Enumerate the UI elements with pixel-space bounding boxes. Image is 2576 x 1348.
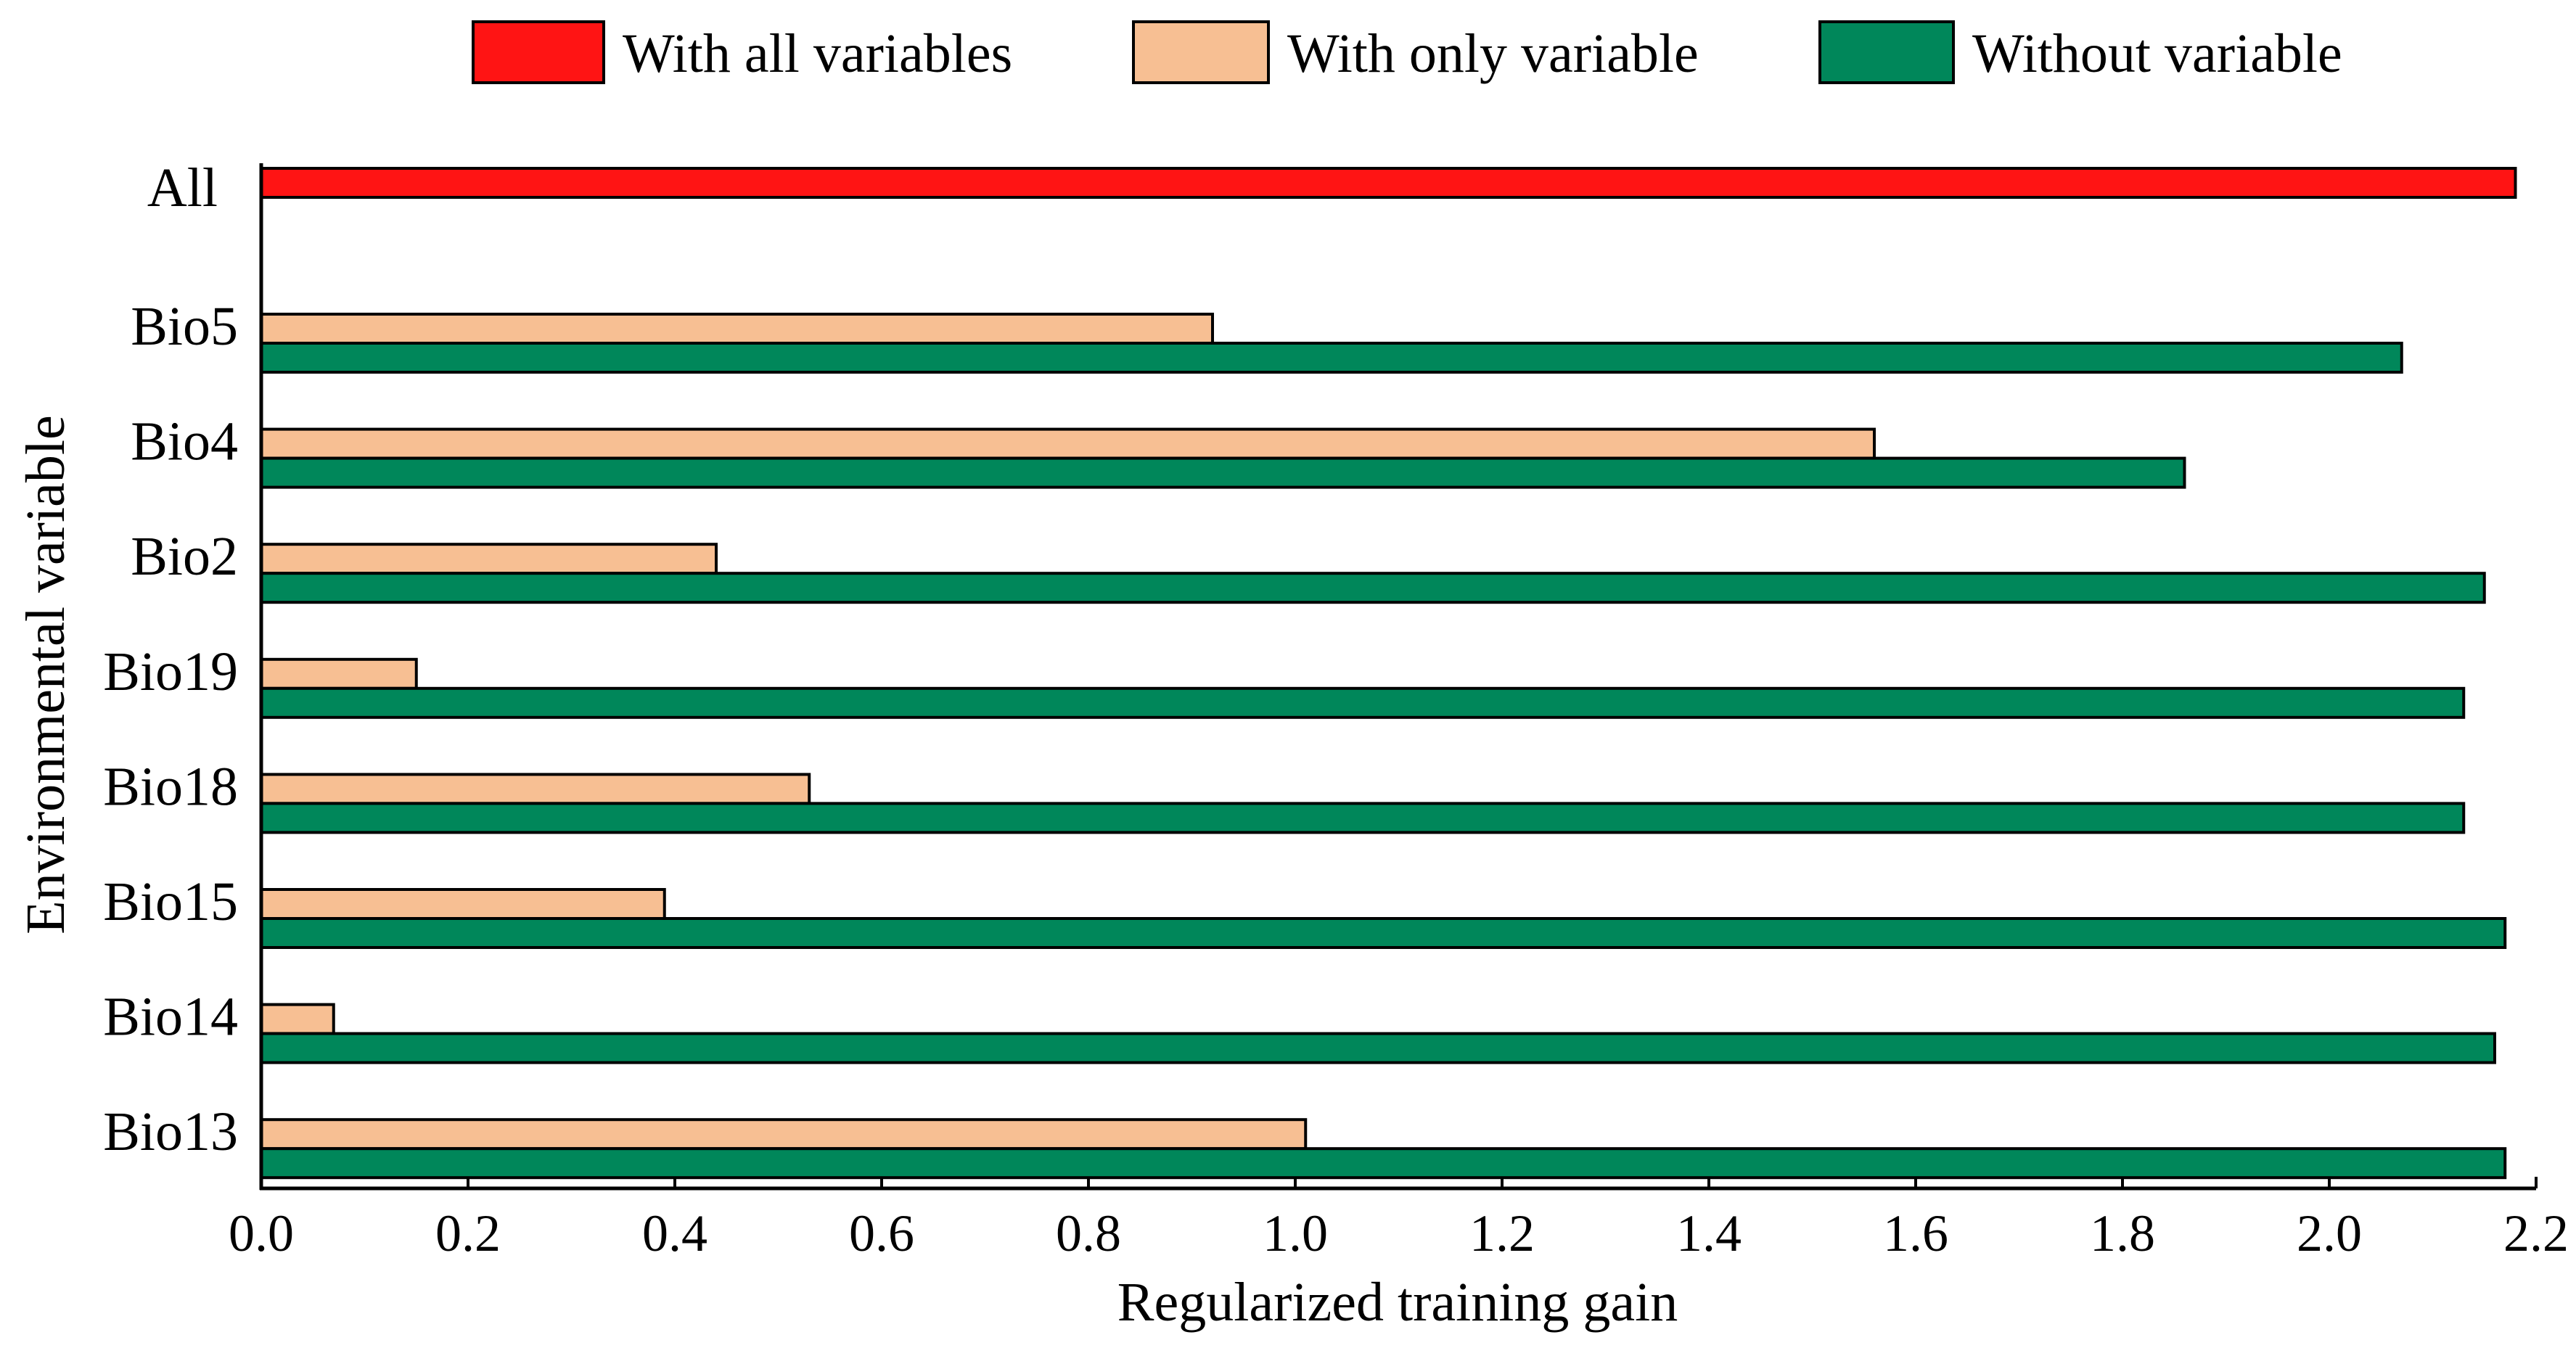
x-tick-label-1-0: 1.0 bbox=[1263, 1204, 1328, 1262]
x-tick-label-0-8: 0.8 bbox=[1056, 1204, 1121, 1262]
category-label-bio13: Bio13 bbox=[103, 1101, 238, 1162]
category-labels: All Bio5 Bio4 Bio2 Bio19 Bio18 Bio15 Bio14 Bio13 bbox=[103, 157, 238, 1162]
x-tick-label-2-2: 2.2 bbox=[2503, 1204, 2569, 1262]
legend-label-with-all-variables: With all variables bbox=[623, 23, 1012, 84]
bar-bio2-without-variable bbox=[260, 572, 2486, 604]
x-tick-label-1-2: 1.2 bbox=[1469, 1204, 1535, 1262]
y-axis-title: Environmental variable bbox=[15, 415, 76, 934]
bar-bio13-without-variable bbox=[260, 1147, 2507, 1180]
legend-swatch-with-all-variables bbox=[472, 20, 605, 84]
bar-bio5-without-variable bbox=[260, 342, 2403, 374]
bar-bio14-with-only-variable bbox=[260, 1003, 335, 1035]
x-tick-label-1-6: 1.6 bbox=[1883, 1204, 1948, 1262]
bar-bio4-without-variable bbox=[260, 456, 2186, 489]
x-tick-label-0-4: 0.4 bbox=[642, 1204, 707, 1262]
bar-bio2-with-only-variable bbox=[260, 543, 718, 575]
category-label-bio18: Bio18 bbox=[103, 756, 238, 817]
bar-bio18-with-only-variable bbox=[260, 773, 811, 805]
legend-label-with-only-variable: With only variable bbox=[1287, 23, 1699, 84]
legend: With all variables With only variable Wi… bbox=[472, 20, 2342, 84]
x-tick-label-0-2: 0.2 bbox=[435, 1204, 501, 1262]
bar-bio15-with-only-variable bbox=[260, 888, 666, 920]
bar-bio14-without-variable bbox=[260, 1032, 2496, 1064]
bar-bio4-with-only-variable bbox=[260, 427, 1876, 460]
legend-swatch-with-only-variable bbox=[1132, 20, 1270, 84]
bar-bio19-without-variable bbox=[260, 686, 2466, 719]
axes bbox=[259, 163, 2536, 1191]
bar-bio19-with-only-variable bbox=[260, 657, 418, 690]
bars bbox=[260, 167, 2517, 1180]
x-axis-title: Regularized training gain bbox=[1117, 1272, 1678, 1333]
category-label-bio5: Bio5 bbox=[131, 296, 238, 357]
legend-label-without-variable: Without variable bbox=[1972, 23, 2342, 84]
bar-bio15-without-variable bbox=[260, 917, 2507, 949]
bar-bio5-with-only-variable bbox=[260, 313, 1214, 345]
category-label-bio19: Bio19 bbox=[103, 641, 238, 702]
x-tick-label-1-8: 1.8 bbox=[2090, 1204, 2155, 1262]
x-tick-label-0-0: 0.0 bbox=[229, 1204, 294, 1262]
bar-all bbox=[260, 167, 2517, 199]
x-tick-label-0-6: 0.6 bbox=[849, 1204, 914, 1262]
x-tick-label-2-0: 2.0 bbox=[2297, 1204, 2362, 1262]
category-label-bio15: Bio15 bbox=[103, 871, 238, 932]
category-label-bio14: Bio14 bbox=[103, 987, 238, 1048]
bar-bio18-without-variable bbox=[260, 802, 2466, 834]
category-label-bio4: Bio4 bbox=[131, 411, 238, 472]
category-label-all: All bbox=[147, 157, 218, 218]
x-ticks: 0.0 0.2 0.4 0.6 0.8 1.0 1.2 1.4 1.6 1.8 2.0 2.2 bbox=[229, 1177, 2569, 1262]
legend-swatch-without-variable bbox=[1818, 20, 1955, 84]
x-tick-label-1-4: 1.4 bbox=[1676, 1204, 1742, 1262]
bar-bio13-with-only-variable bbox=[260, 1118, 1308, 1151]
category-label-bio2: Bio2 bbox=[131, 526, 238, 587]
